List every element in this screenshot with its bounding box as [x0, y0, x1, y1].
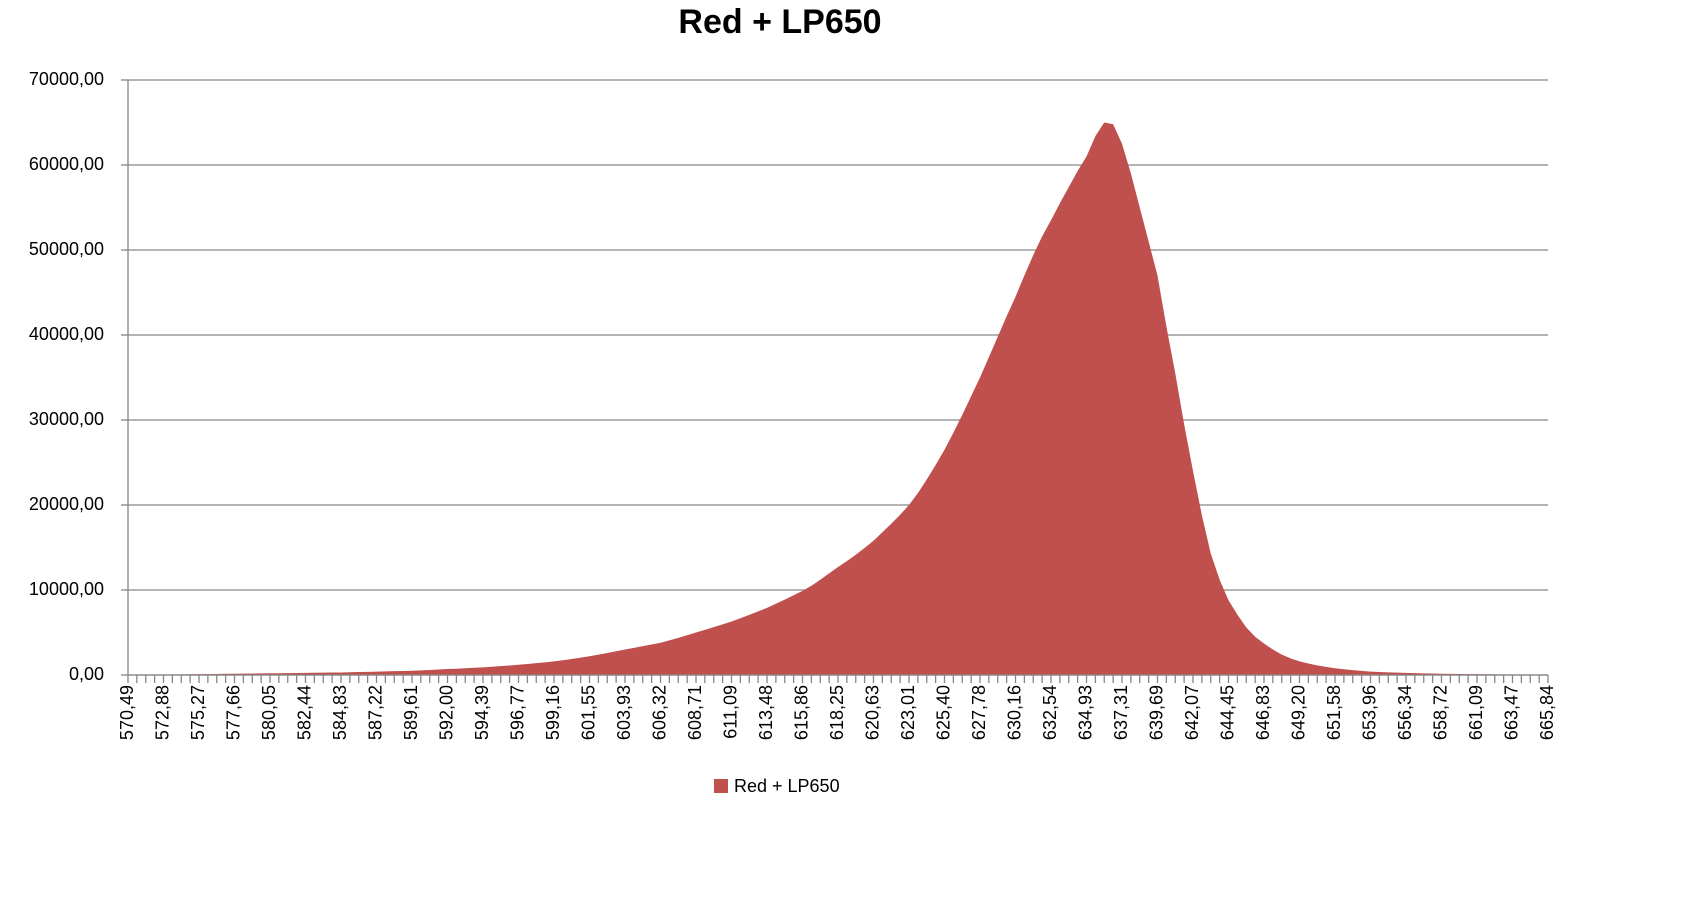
legend-swatch	[714, 779, 728, 793]
x-tick-label: 642,07	[1182, 685, 1202, 740]
x-tick-label: 603,93	[614, 685, 634, 740]
x-tick-label: 615,86	[791, 685, 811, 740]
x-tick-label: 632,54	[1040, 685, 1060, 740]
x-tick-label: 630,16	[1004, 685, 1024, 740]
y-tick-label: 50000,00	[29, 239, 104, 259]
x-tick-label: 572,88	[152, 685, 172, 740]
x-tick-label: 627,78	[969, 685, 989, 740]
x-tick-label: 582,44	[294, 685, 314, 740]
legend-label: Red + LP650	[734, 776, 840, 796]
x-tick-label: 589,61	[401, 685, 421, 740]
x-tick-label: 649,20	[1288, 685, 1308, 740]
x-tick-label: 599,16	[543, 685, 563, 740]
x-tick-label: 646,83	[1253, 685, 1273, 740]
x-tick-label: 580,05	[259, 685, 279, 740]
y-tick-label: 0,00	[69, 664, 104, 684]
x-tick-label: 611,09	[720, 685, 740, 739]
x-tick-label: 620,63	[862, 685, 882, 740]
x-tick-label: 634,93	[1075, 685, 1095, 740]
x-tick-label: 661,09	[1466, 685, 1486, 740]
x-tick-label: 594,39	[472, 685, 492, 740]
x-tick-label: 651,58	[1324, 685, 1344, 740]
y-tick-label: 70000,00	[29, 69, 104, 89]
x-tick-label: 606,32	[649, 685, 669, 740]
x-tick-label: 618,25	[827, 685, 847, 740]
y-tick-label: 60000,00	[29, 154, 104, 174]
x-tick-label: 601,55	[578, 685, 598, 740]
x-tick-label: 656,34	[1395, 685, 1415, 740]
x-tick-label: 637,31	[1111, 685, 1131, 740]
chart-title: Red + LP650	[678, 3, 881, 41]
y-tick-label: 20000,00	[29, 494, 104, 514]
x-tick-label: 665,84	[1537, 685, 1557, 740]
y-tick-label: 30000,00	[29, 409, 104, 429]
x-tick-label: 584,83	[330, 685, 350, 740]
x-tick-label: 658,72	[1430, 685, 1450, 740]
x-tick-label: 625,40	[933, 685, 953, 740]
y-tick-label: 10000,00	[29, 579, 104, 599]
x-tick-label: 653,96	[1359, 685, 1379, 740]
area	[128, 122, 1548, 675]
x-tick-label: 639,69	[1146, 685, 1166, 740]
x-tick-label: 644,45	[1217, 685, 1237, 740]
x-tick-label: 663,47	[1501, 685, 1521, 740]
x-tick-label: 570,49	[117, 685, 137, 740]
x-tick-label: 587,22	[365, 685, 385, 740]
x-tick-label: 596,77	[507, 685, 527, 740]
x-tick-label: 592,00	[436, 685, 456, 740]
x-tick-label: 623,01	[898, 685, 918, 740]
x-tick-label: 575,27	[188, 685, 208, 740]
x-tick-label: 613,48	[756, 685, 776, 740]
y-tick-label: 40000,00	[29, 324, 104, 344]
x-tick-label: 577,66	[223, 685, 243, 740]
x-tick-label: 608,71	[685, 685, 705, 740]
